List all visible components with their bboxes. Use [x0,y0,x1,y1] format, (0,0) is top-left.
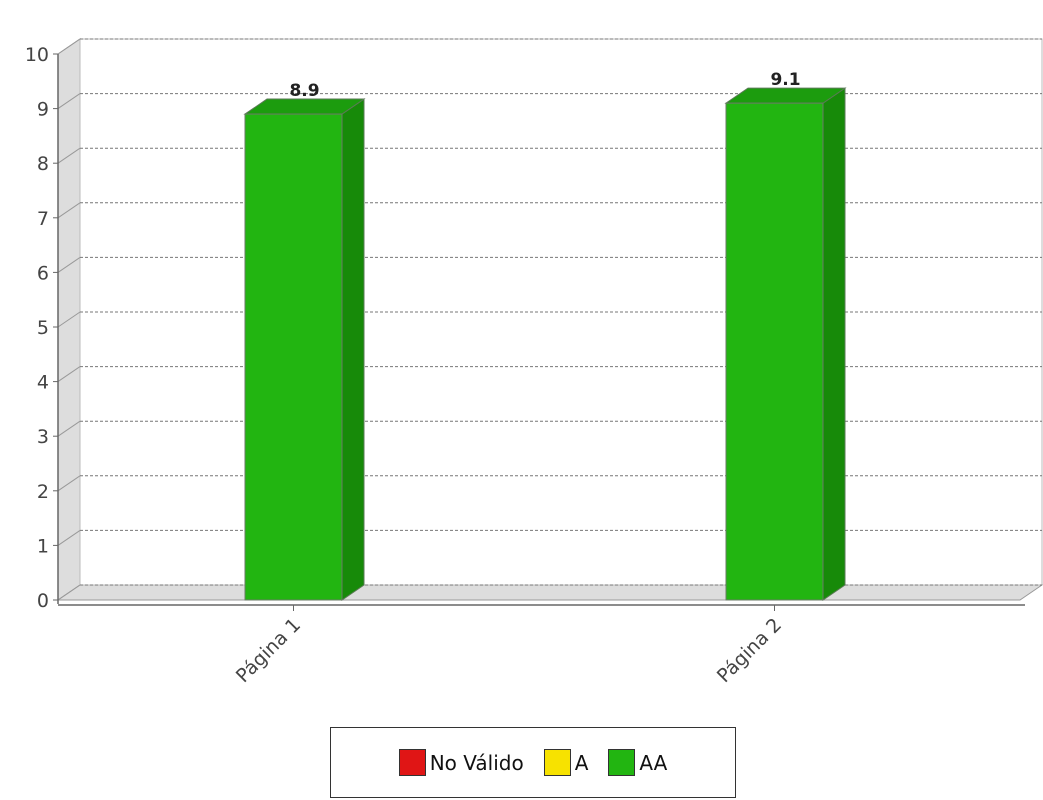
legend-item-aa: AA [608,749,667,776]
chart-legend: No Válido A AA [330,727,736,798]
y-tick-label: 10 [25,44,49,66]
bar-top [724,87,847,104]
legend-swatch-aa [608,749,636,776]
wall-tick-line [57,147,81,164]
y-tick-label: 2 [37,481,49,503]
wall-tick-line [57,311,81,328]
legend-label-a: A [574,750,589,775]
x-tick-label: Página 1 [232,614,305,687]
bar-top [243,98,366,115]
y-tick-label: 1 [37,535,49,557]
x-tick-label: Página 2 [713,614,786,687]
legend-item-a: A [543,749,589,776]
floor [56,584,1043,601]
bar-side [822,87,846,601]
y-tick-label: 9 [37,99,49,121]
bar [725,102,824,601]
legend-swatch-a [543,749,571,776]
y-tick-label: 4 [37,372,49,394]
data-label: 8.9 [289,81,319,101]
bar [244,113,343,601]
wall-tick-line [57,93,81,110]
y-tick-label: 6 [37,262,49,284]
legend-swatch-no-valido [398,749,426,776]
y-tick-label: 5 [37,317,49,339]
wall-tick-line [57,420,81,437]
bar-side [341,98,365,601]
y-tick-label: 8 [37,153,49,175]
y-tick-label: 0 [37,590,49,612]
legend-label-aa: AA [639,750,668,775]
legend-label-no-valido: No Válido [429,750,524,775]
y-tick-label: 7 [37,208,49,230]
y-tick-label: 3 [37,426,49,448]
data-label: 9.1 [770,70,800,90]
wall-tick-line [57,584,81,601]
wall-tick-line [57,475,81,492]
bar-chart: 0 1 2 3 4 5 6 7 8 9 10 8.9 Página 1 9.1 Página 2 [25,38,1043,687]
wall-tick-line [57,202,81,219]
wall-tick-line [57,366,81,383]
legend-item-no-valido: No Válido [398,749,524,776]
wall-tick-line [57,529,81,546]
wall-tick-line [57,38,81,55]
wall-tick-line [57,256,81,273]
